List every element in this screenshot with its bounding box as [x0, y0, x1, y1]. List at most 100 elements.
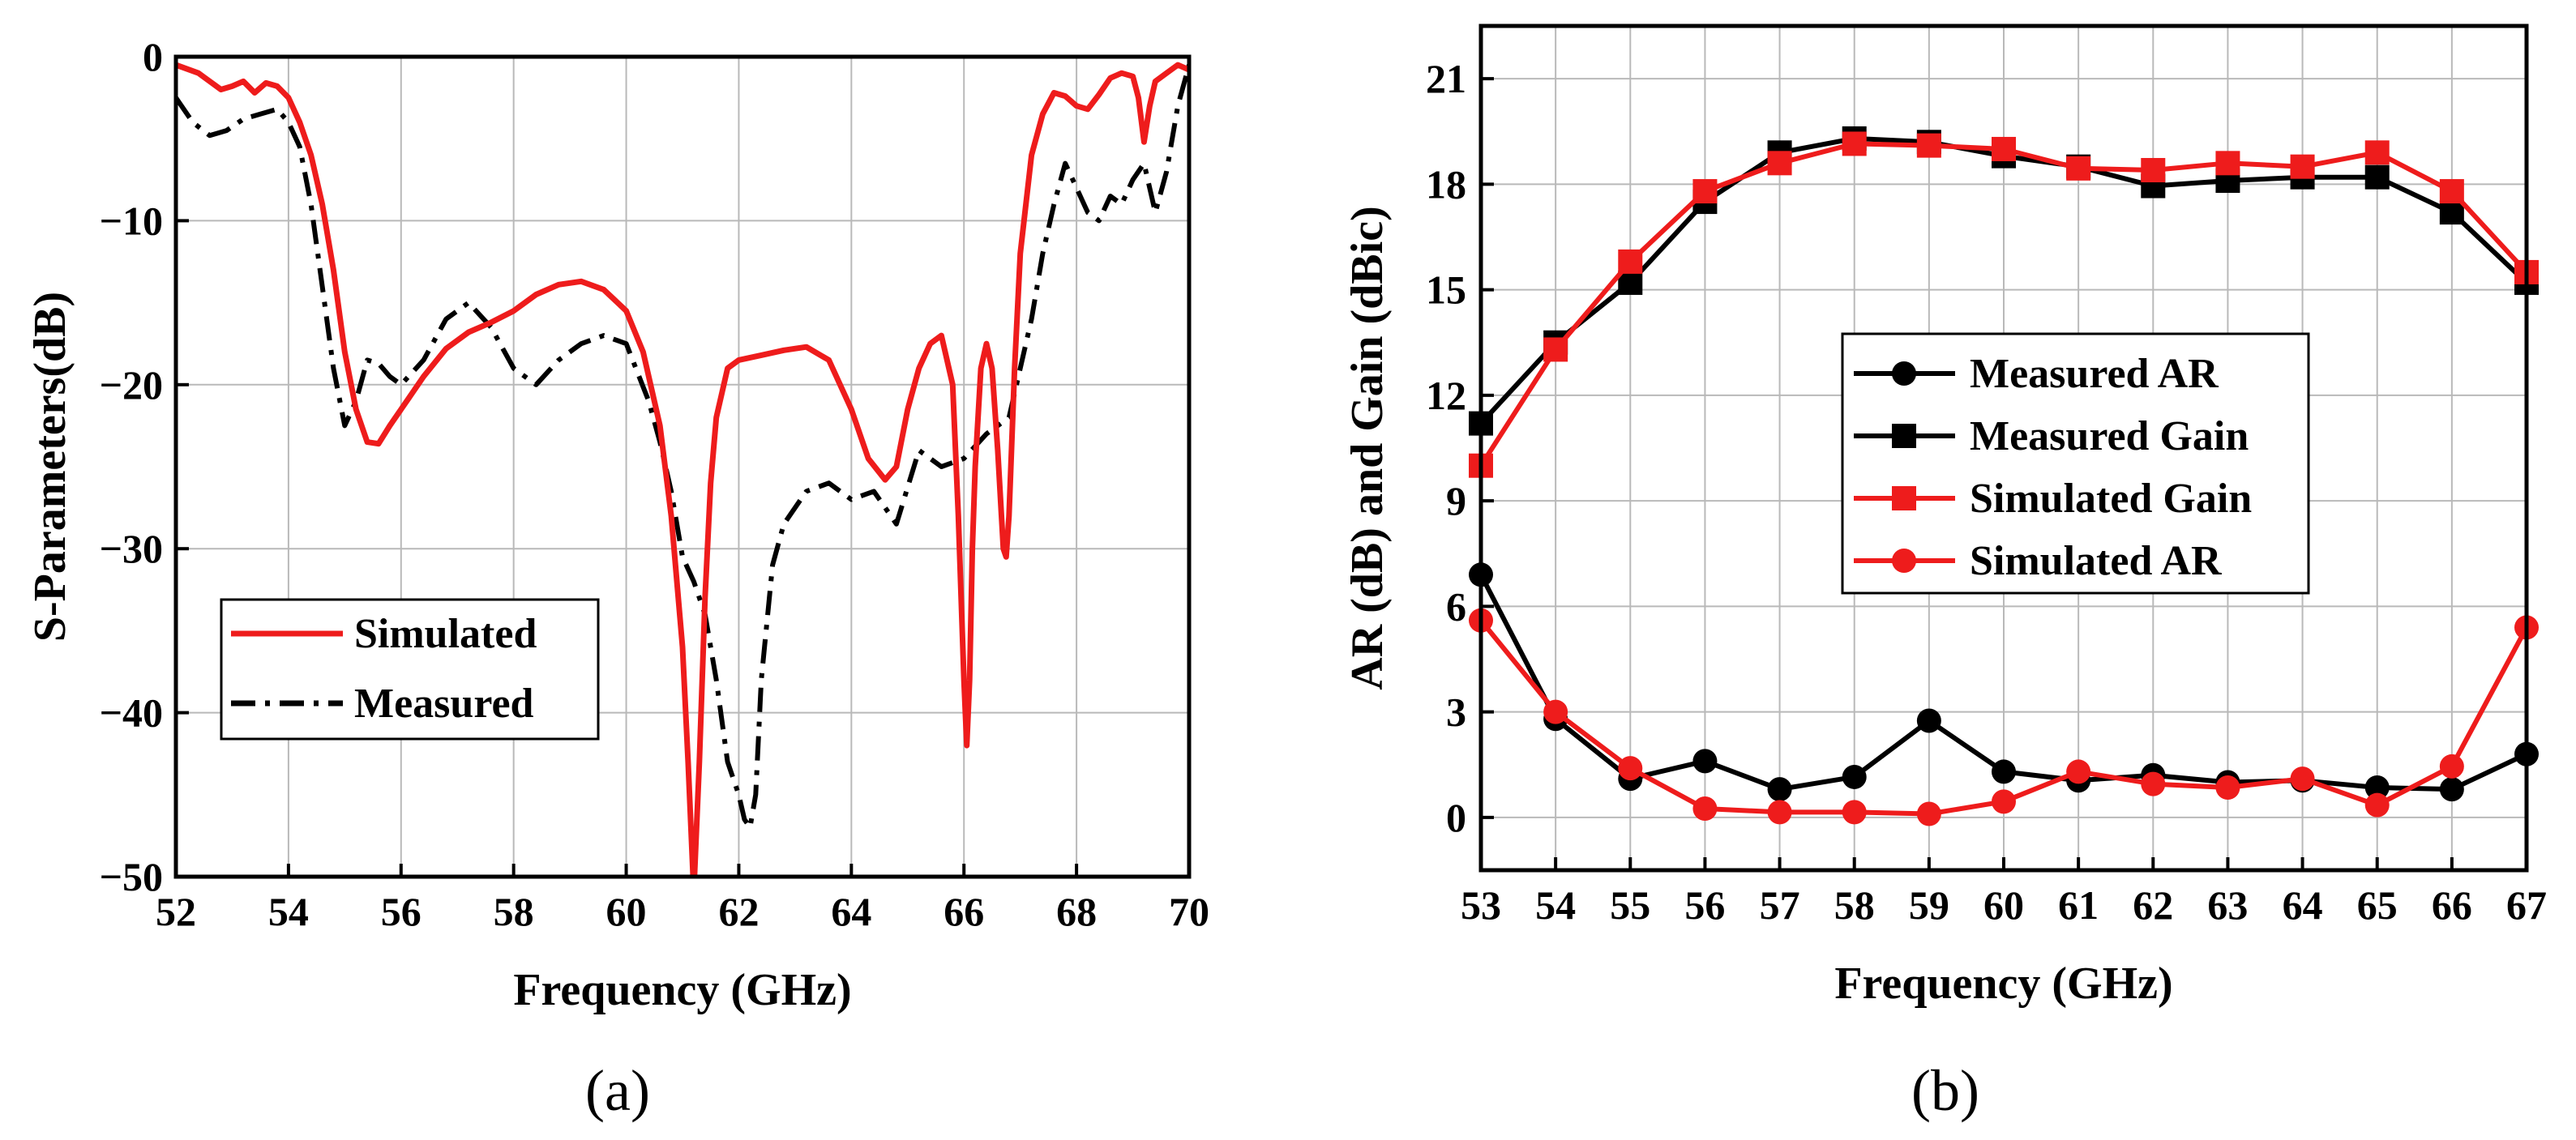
panel-a-label: (a) [585, 1058, 650, 1123]
legend-simulated-label: Simulated [354, 611, 537, 657]
legend-measured-label: Measured [354, 681, 534, 727]
series-simulated-gain-point [1916, 133, 1941, 158]
tick-label-x: 58 [1834, 882, 1875, 928]
chart-b-legend: Measured AR Measured Gain Simulated Gain… [1841, 332, 2310, 595]
tick-label-x: 60 [606, 889, 647, 934]
series-simulated-gain-point [1543, 337, 1568, 362]
series-simulated-ar-point [1692, 796, 1718, 822]
chart-a-grid [175, 56, 1190, 877]
series-measured-gain-point [2364, 164, 2390, 190]
series-simulated-gain-point [2290, 154, 2315, 179]
legend-simulated-ar: Simulated AR [1854, 538, 2223, 584]
tick-label-x: 70 [1169, 889, 1209, 934]
tick-label-y: −10 [100, 198, 164, 243]
legend-measured-gain-label: Measured Gain [1970, 413, 2249, 459]
legend-measured-ar: Measured AR [1854, 351, 2219, 397]
series-simulated-gain-point [2439, 179, 2464, 204]
legend-measured-ar-marker [1892, 361, 1916, 386]
series-simulated-ar-point [2290, 766, 2315, 792]
series-measured-line [176, 64, 1189, 830]
series-simulated-gain-point [1767, 151, 1792, 176]
tick-label-x: 66 [2432, 882, 2472, 928]
tick-label-y: 15 [1426, 267, 1466, 313]
tick-label-x: 59 [1909, 882, 1949, 928]
series-simulated-gain-point [1618, 249, 1643, 274]
series-simulated-line [176, 62, 1189, 877]
tick-label-x: 61 [2058, 882, 2099, 928]
tick-label-x: 62 [718, 889, 759, 934]
chart-a-series [176, 62, 1189, 877]
series-measured-ar-point [1767, 777, 1792, 802]
series-simulated-gain-point [1692, 179, 1718, 204]
chart-a-legend: Simulated Measured [220, 598, 600, 741]
series-simulated-ar-point [1767, 800, 1792, 825]
tick-label-x: 55 [1610, 882, 1650, 928]
tick-label-y: −20 [100, 362, 164, 408]
series-simulated-gain-point [1842, 131, 1867, 156]
tick-label-y: 21 [1426, 56, 1466, 101]
chart-b-legend-box [1841, 332, 2310, 595]
series-simulated-gain-point [2066, 156, 2091, 181]
panel-b-label: (b) [1911, 1058, 1979, 1123]
legend-measured-ar-label: Measured AR [1970, 351, 2219, 397]
series-measured-ar-point [2439, 777, 2464, 802]
chart-b-series [1469, 126, 2539, 826]
tick-label-x: 66 [944, 889, 984, 934]
tick-label-x: 64 [2283, 882, 2323, 928]
series-simulated-ar-point [2066, 759, 2091, 784]
series-simulated-ar-point [1543, 699, 1568, 724]
legend-simulated-gain: Simulated Gain [1854, 476, 2252, 522]
series-measured-gain-point [2439, 200, 2464, 225]
tick-label-x: 68 [1056, 889, 1097, 934]
series-simulated-ar-point [1618, 756, 1643, 781]
series-simulated-ar-point [2364, 792, 2390, 818]
chart-a-ticks: 52 54 56 58 60 62 64 66 68 70 −50 −40 −30 −20 −10 0 [100, 34, 1210, 934]
tick-label-x: 67 [2506, 882, 2547, 928]
tick-label-x: 60 [1983, 882, 2024, 928]
tick-label-y: −50 [100, 854, 164, 899]
chart-a: 52 54 56 58 60 62 64 66 68 70 −50 −40 −30 −20 −10 0 Fre… [25, 34, 1209, 1123]
series-simulated-ar-point [2141, 771, 2166, 796]
chart-b-xlabel: Frequency (GHz) [1834, 959, 2172, 1009]
tick-label-y: −30 [100, 526, 164, 571]
tick-label-x: 54 [268, 889, 309, 934]
chart-a-frame [173, 54, 1192, 879]
tick-label-y: 18 [1426, 161, 1466, 207]
series-simulated-gain [1469, 131, 2539, 478]
legend-simulated-ar-marker [1892, 549, 1916, 573]
legend-measured-gain-marker [1892, 424, 1916, 448]
series-measured-ar-point [1692, 749, 1718, 774]
tick-label-y: 0 [143, 34, 163, 79]
tick-label-x: 56 [381, 889, 421, 934]
tick-label-x: 57 [1760, 882, 1800, 928]
chart-a-legend-box [220, 598, 600, 741]
tick-label-x: 65 [2357, 882, 2398, 928]
series-measured-ar-point [1842, 764, 1867, 789]
series-simulated-gain-point [1992, 136, 2016, 161]
chart-a-xlabel: Frequency (GHz) [513, 965, 851, 1015]
series-simulated-ar-point [2215, 775, 2240, 800]
tick-label-y: 0 [1446, 795, 1466, 840]
tick-label-y: 12 [1426, 373, 1466, 418]
series-simulated-ar [1469, 608, 2539, 826]
series-simulated-gain-point [2215, 151, 2240, 176]
series-simulated-gain-point [2141, 158, 2166, 183]
tick-label-x: 58 [494, 889, 534, 934]
chart-b: 53 54 55 56 57 58 59 60 61 62 63 64 65 66 67 0 3 6 9 12 15 18… [1342, 23, 2547, 1123]
tick-label-x: 56 [1684, 882, 1725, 928]
series-measured-ar-point [2364, 775, 2390, 800]
series-simulated-ar-point [1992, 789, 2016, 814]
tick-label-y: −40 [100, 690, 164, 736]
tick-label-x: 63 [2207, 882, 2248, 928]
series-measured-ar-point [1992, 759, 2016, 784]
tick-label-x: 62 [2133, 882, 2173, 928]
legend-simulated-ar-label: Simulated AR [1970, 538, 2223, 584]
tick-label-y: 9 [1446, 478, 1466, 523]
series-measured-ar-point [1916, 708, 1941, 733]
chart-b-ylabel: AR (dB) and Gain (dBic) [1342, 206, 1393, 690]
series-simulated-ar-point [1916, 801, 1941, 826]
series-simulated-ar-point [1842, 800, 1867, 825]
legend-measured-gain: Measured Gain [1854, 413, 2249, 459]
chart-b-ticks: 53 54 55 56 57 58 59 60 61 62 63 64 65 66 67 0 3 6 9 12 15 18… [1426, 56, 2547, 928]
